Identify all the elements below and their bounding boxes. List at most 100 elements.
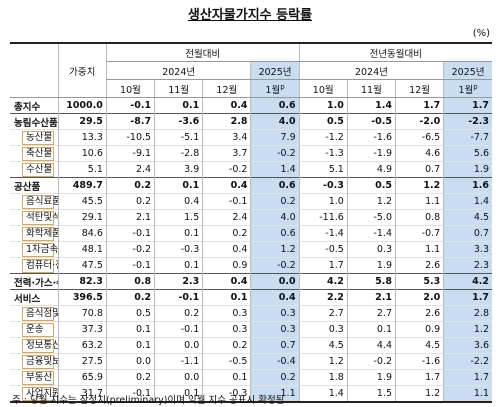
value: 1.7 xyxy=(298,257,348,274)
value: 2.7 xyxy=(346,305,396,322)
value: 0.2 xyxy=(105,193,155,210)
value: 3.3 xyxy=(443,241,492,258)
value: 1.1 xyxy=(394,193,444,210)
label-text: 부동산 xyxy=(22,370,54,385)
value: 1.5 xyxy=(154,209,203,226)
value: -7.7 xyxy=(443,129,492,146)
value: 0.6 xyxy=(250,225,300,242)
value: 1.2 xyxy=(394,177,444,194)
label-text: 금융및보험 xyxy=(22,354,58,369)
year-header: 2024년 xyxy=(105,61,251,80)
weight: 13.3 xyxy=(57,129,107,146)
weight: 84.6 xyxy=(57,225,107,242)
month-header: 10월 xyxy=(105,79,155,98)
value: 1.9 xyxy=(346,257,396,274)
row: 농산물 13.3 -10.5 -5.1 3.4 7.9 -1.2 -1.6 -6.5 -7.7 xyxy=(10,129,492,146)
value: 4.2 xyxy=(298,273,348,290)
row-label: 정보통신및방송 xyxy=(10,337,59,354)
value: 0.0 xyxy=(105,353,155,370)
row: 금융및보험27.50.0-1.1-0.5-0.41.2-0.2-1.6-2.2 xyxy=(10,353,492,370)
row: 석탄및석유제품29.12.11.52.44.0-11.6-5.00.84.5 xyxy=(10,209,492,226)
value: 0.4 xyxy=(202,273,251,290)
value: 2.1 xyxy=(346,289,396,306)
weight: 82.3 xyxy=(57,273,107,290)
value: -0.1 xyxy=(154,321,203,338)
value: 2.2 xyxy=(298,289,348,306)
value: -11.6 xyxy=(298,209,348,226)
weight: 31.7 xyxy=(57,385,107,403)
value: -0.1 xyxy=(202,193,251,210)
label-text: 서비스 xyxy=(14,293,41,305)
prelim-mark: p xyxy=(280,82,285,91)
row: 화학제품 84.6 -0.1 0.1 0.2 0.6 -1.4 -1.4 -0.7 0.7 xyxy=(10,225,492,242)
label-text: 화학제품 xyxy=(22,226,58,241)
value: 0.3 xyxy=(202,321,251,338)
value: 0.5 xyxy=(346,177,396,194)
value: 2.1 xyxy=(105,209,155,226)
month-header: 11월 xyxy=(154,79,203,98)
value: 0.7 xyxy=(394,161,444,178)
value: -2.3 xyxy=(443,113,492,130)
value: 2.6 xyxy=(394,305,444,322)
value: 1.7 xyxy=(394,97,444,114)
weight: 63.2 xyxy=(57,337,107,354)
corner xyxy=(10,42,59,98)
row-label: 석탄및석유제품 xyxy=(10,209,59,226)
value: -1.6 xyxy=(346,129,396,146)
label-text: 음식점및숙박 xyxy=(22,306,58,321)
value: -2.2 xyxy=(443,353,492,370)
value: -1.2 xyxy=(298,129,348,146)
value: 2.3 xyxy=(154,273,203,290)
value: 0.2 xyxy=(250,369,300,386)
row-label: 농산물 xyxy=(10,129,59,146)
row: 음식료품 45.5 0.2 0.4 -0.1 0.2 1.0 1.2 1.1 1.4 xyxy=(10,193,492,210)
weight: 45.5 xyxy=(57,193,107,210)
value: 1.5 xyxy=(346,385,396,403)
label-text: 운송 xyxy=(22,322,54,337)
value: 0.4 xyxy=(202,177,251,194)
value: 0.1 xyxy=(154,177,203,194)
value: -0.1 xyxy=(105,385,155,403)
row-label: 사업지원 xyxy=(10,385,59,403)
value: 2.3 xyxy=(443,257,492,274)
value: 1.0 xyxy=(298,193,348,210)
value: -2.0 xyxy=(394,113,444,130)
weight: 37.3 xyxy=(57,321,107,338)
row-label: 컴퓨터·전자및광학기기 xyxy=(10,257,59,274)
value: 4.5 xyxy=(298,337,348,354)
value: 0.2 xyxy=(202,225,251,242)
row-label: 축산물 xyxy=(10,145,59,162)
title: 생산자물가지수 등락률 xyxy=(187,8,313,23)
value: 1.4 xyxy=(298,385,348,403)
footnote: 주 : 당월 지수는 잠정치(preliminary)이며 익월 지수 공표시 … xyxy=(12,395,285,406)
value: -0.2 xyxy=(105,241,155,258)
value: 3.6 xyxy=(443,337,492,354)
row-label: 농림수산품 xyxy=(10,113,59,130)
value: 0.6 xyxy=(250,97,300,114)
value: -0.5 xyxy=(346,113,396,130)
value: 1.2 xyxy=(346,193,396,210)
value: 4.4 xyxy=(346,337,396,354)
value: 0.1 xyxy=(346,321,396,338)
row: 운송 37.3 0.1 -0.1 0.3 0.3 0.3 0.1 0.9 1.2 xyxy=(10,321,492,338)
value: 5.3 xyxy=(394,273,444,290)
value: 0.3 xyxy=(202,305,251,322)
value: 1.7 xyxy=(443,97,492,114)
row-label: 전력·가스·수도및폐기물 xyxy=(10,273,59,290)
value: 0.8 xyxy=(105,273,155,290)
value: 1.1 xyxy=(250,385,300,403)
value: 1.1 xyxy=(443,385,492,403)
value: 5.1 xyxy=(298,161,348,178)
month-header: 1월p xyxy=(250,79,300,98)
value: 0.0 xyxy=(154,337,203,354)
row: 농림수산품 29.5 -8.7 -3.6 2.8 4.0 0.5 -0.5 -2.0 -2.3 xyxy=(10,113,492,130)
year-header: 2025년 xyxy=(250,61,300,80)
value: -0.3 xyxy=(298,177,348,194)
yoy-header: 전년동월대비 xyxy=(298,42,492,62)
value: 2.4 xyxy=(105,161,155,178)
value: 1.4 xyxy=(250,161,300,178)
value: -0.4 xyxy=(250,353,300,370)
row-label: 서비스 xyxy=(10,289,59,306)
value: -0.2 xyxy=(202,161,251,178)
row: 1차금속제품48.1-0.2-0.30.41.2-0.50.31.13.3 xyxy=(10,241,492,258)
